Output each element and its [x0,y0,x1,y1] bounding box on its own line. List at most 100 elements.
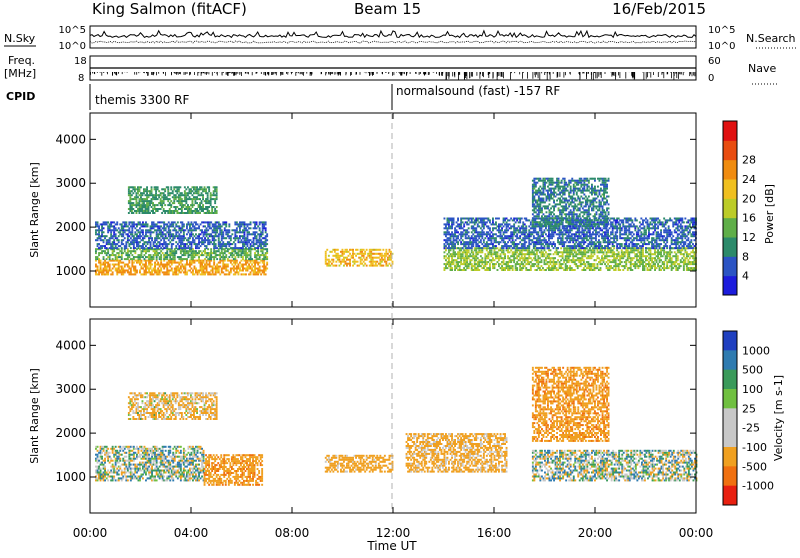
power-cell [251,263,253,266]
power-cell [481,259,484,262]
power-cell [222,271,225,274]
power-cell [126,229,129,232]
power-cell [610,267,612,270]
power-cell [145,265,147,268]
power-cell [162,210,165,212]
power-cell [344,262,347,265]
power-cell [173,200,176,203]
power-cell [543,231,546,234]
power-cell [475,231,478,234]
power-cell [487,255,490,258]
power-cell [107,269,110,272]
power-cell [193,256,196,259]
power-cell [152,248,155,251]
power-cell [161,237,164,240]
power-cell [460,227,463,230]
power-cell [634,253,637,256]
power-cell [657,249,659,252]
power-cell [255,231,258,234]
power-cell [181,265,184,268]
power-cell [211,212,214,214]
power-cell [464,249,467,252]
power-cell [168,192,171,195]
power-cell [173,252,176,255]
power-cell [164,190,167,193]
power-cell [451,231,453,234]
power-cell [201,221,203,224]
power-cell [132,225,135,228]
power-cell [197,192,200,195]
power-cell [190,210,192,212]
power-cell [643,265,646,268]
power-cell [664,257,667,260]
power-cell [222,254,225,257]
power-cell [561,225,564,228]
power-cell [651,267,653,270]
power-cell [134,271,137,274]
power-cell [531,265,534,268]
power-cell [592,247,594,250]
power-cell [152,267,155,270]
power-cell [523,231,526,234]
power-cell [146,200,148,203]
power-cell [673,263,676,266]
power-cell [346,262,348,265]
power-cell [551,261,553,264]
power-cell [584,249,587,252]
power-cell [179,229,182,232]
power-cell [252,248,255,251]
power-cell [258,233,261,236]
power-cell [203,208,206,210]
power-cell [211,269,214,272]
power-cell [492,245,494,248]
power-cell [658,267,661,270]
power-cell [343,252,345,255]
power-cell [242,221,244,224]
power-cell [460,263,463,266]
power-cell [223,250,226,253]
power-cell [622,251,625,254]
power-cell [614,269,617,271]
power-cell [217,248,220,251]
power-cell [448,265,450,268]
power-cell [155,233,158,236]
power-cell [525,235,528,238]
power-cell [567,237,570,240]
power-cell [192,273,194,276]
power-cell [160,233,163,236]
power-cell [164,273,167,276]
power-cell [148,267,150,270]
power-cell [101,269,103,272]
power-cell [335,260,338,263]
power-cell [210,273,213,276]
power-cell [183,198,186,201]
power-cell [520,253,523,256]
power-cell [523,229,526,232]
power-cell [107,239,110,242]
power-cell [215,212,218,214]
power-cell [623,253,626,256]
power-cell [566,235,569,238]
power-cell [490,241,493,244]
power-cell [531,233,534,236]
power-cell [664,251,667,254]
power-cell [470,231,473,234]
power-cell [223,221,226,224]
power-cell [457,261,459,264]
power-cell [526,251,529,254]
power-cell [178,261,181,264]
power-cell [531,251,534,254]
power-cell [130,186,133,189]
power-cell [96,245,99,248]
power-cell [560,265,563,268]
power-cell [485,261,488,264]
power-cell [578,235,581,238]
power-cell [99,229,102,232]
power-cell [206,202,209,205]
power-cell [549,233,552,236]
power-cell [343,250,345,253]
power-cell [455,253,458,256]
power-cell [584,241,587,244]
power-cell [566,239,569,242]
power-cell [161,227,164,230]
